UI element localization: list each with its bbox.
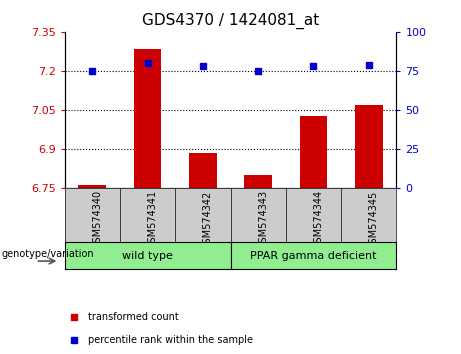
Text: wild type: wild type: [122, 251, 173, 261]
Text: GSM574345: GSM574345: [369, 190, 379, 250]
Bar: [355, 105, 383, 188]
Text: PPAR gamma deficient: PPAR gamma deficient: [250, 251, 377, 261]
Bar: [134, 49, 161, 188]
Text: GSM574342: GSM574342: [203, 190, 213, 250]
Text: GSM574341: GSM574341: [148, 190, 158, 250]
Text: genotype/variation: genotype/variation: [1, 249, 94, 259]
Text: GSM574340: GSM574340: [92, 190, 102, 250]
Bar: [78, 184, 106, 188]
Text: transformed count: transformed count: [88, 312, 178, 322]
Bar: [189, 153, 217, 188]
Text: GSM574344: GSM574344: [313, 190, 324, 250]
Title: GDS4370 / 1424081_at: GDS4370 / 1424081_at: [142, 13, 319, 29]
Text: percentile rank within the sample: percentile rank within the sample: [88, 335, 253, 346]
Bar: [244, 175, 272, 188]
Bar: [300, 116, 327, 188]
Text: GSM574343: GSM574343: [258, 190, 268, 250]
